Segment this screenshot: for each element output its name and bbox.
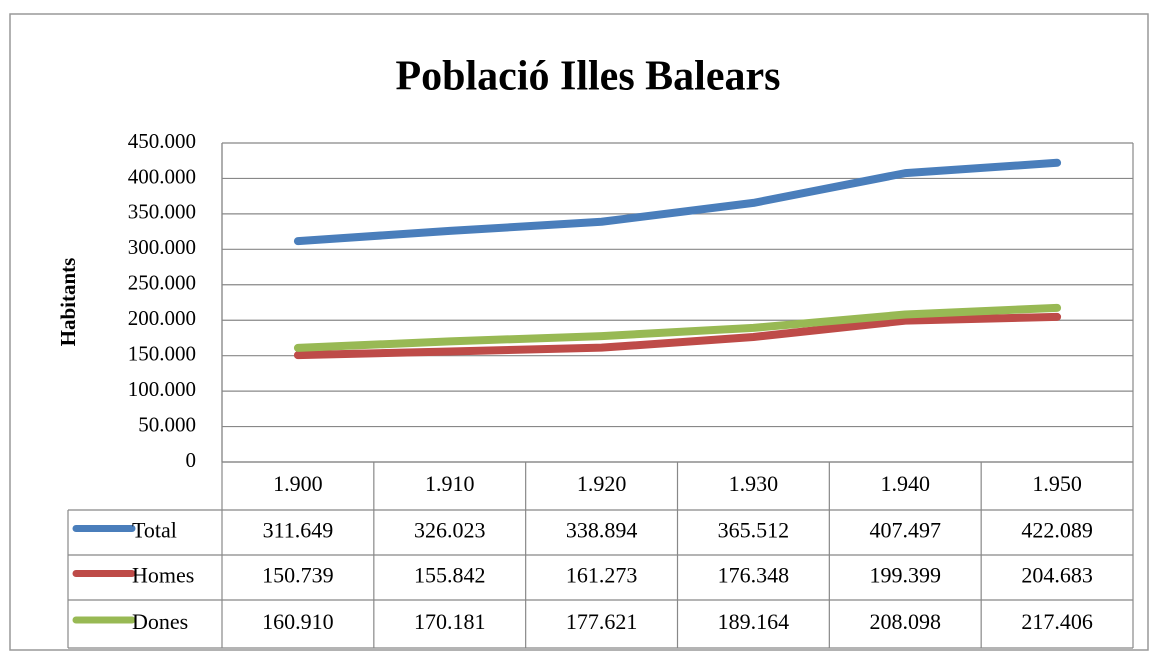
table-value: 407.497 — [870, 518, 942, 543]
series-line — [293, 303, 1062, 352]
y-tick-label: 300.000 — [128, 235, 196, 259]
y-tick-label: 200.000 — [128, 306, 196, 330]
y-axis-label: Habitants — [56, 258, 80, 347]
table-value: 170.181 — [414, 609, 486, 634]
table-value: 365.512 — [718, 518, 790, 543]
series-line — [293, 312, 1062, 360]
table-value: 326.023 — [414, 518, 486, 543]
table-value: 176.348 — [718, 563, 790, 588]
chart-title: Població Illes Balears — [396, 54, 781, 100]
y-tick-label: 450.000 — [128, 129, 196, 153]
x-tick-label: 1.950 — [1032, 471, 1082, 496]
x-tick-label: 1.940 — [881, 471, 931, 496]
table-value: 311.649 — [263, 518, 334, 543]
y-tick-label: 350.000 — [128, 200, 196, 224]
table-value: 150.739 — [262, 563, 334, 588]
table-value: 208.098 — [870, 609, 942, 634]
y-tick-label: 400.000 — [128, 164, 196, 188]
legend-label: Total — [132, 518, 177, 543]
y-tick-label: 50.000 — [138, 412, 196, 436]
x-tick-label: 1.920 — [577, 471, 627, 496]
legend-label: Dones — [132, 609, 188, 634]
chart-frame — [9, 13, 1149, 651]
table-value: 204.683 — [1021, 563, 1093, 588]
y-tick-label: 0 — [186, 448, 197, 472]
x-tick-label: 1.930 — [729, 471, 779, 496]
table-value: 199.399 — [870, 563, 942, 588]
x-tick-label: 1.910 — [425, 471, 475, 496]
table-value: 217.406 — [1021, 609, 1093, 634]
y-tick-label: 100.000 — [128, 377, 196, 401]
y-tick-label: 150.000 — [128, 341, 196, 365]
table-value: 189.164 — [718, 609, 790, 634]
series-line — [293, 158, 1062, 246]
y-tick-label: 250.000 — [128, 271, 196, 295]
table-value: 422.089 — [1021, 518, 1093, 543]
table-value: 338.894 — [566, 518, 638, 543]
table-value: 160.910 — [262, 609, 334, 634]
legend-label: Homes — [132, 563, 194, 588]
table-value: 155.842 — [414, 563, 486, 588]
table-value: 177.621 — [566, 609, 638, 634]
x-tick-label: 1.900 — [273, 471, 323, 496]
table-value: 161.273 — [566, 563, 638, 588]
